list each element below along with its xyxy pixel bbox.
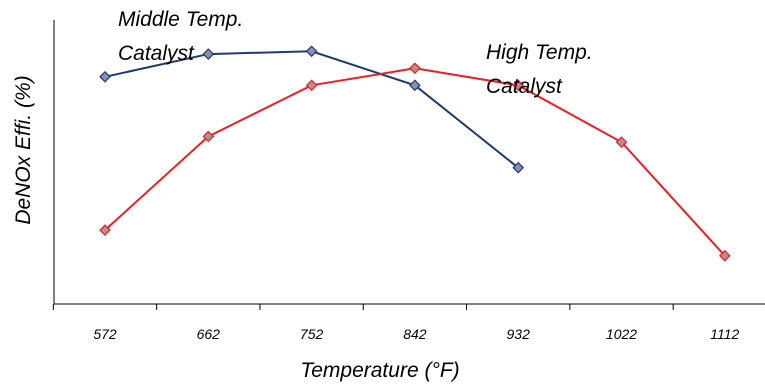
- x-ticks: [52, 304, 674, 310]
- series-line-1: [104, 67, 726, 257]
- series-label-high-line2: Catalyst: [486, 75, 563, 98]
- x-tick-label: 1022: [606, 326, 637, 342]
- data-point-marker: [512, 79, 525, 92]
- data-point-marker: [99, 70, 111, 83]
- series-label-middle-line2: Catalyst: [118, 42, 195, 65]
- axes: [53, 20, 765, 305]
- data-point-marker: [512, 161, 525, 174]
- series-label-middle-line1: Middle Temp.: [118, 8, 243, 31]
- x-tick-labels: 572 662 752 842 932 1022 1112: [93, 326, 739, 342]
- data-point-marker: [409, 62, 421, 75]
- x-tick-label: 662: [197, 326, 221, 342]
- data-point-marker: [202, 130, 215, 143]
- series-line-0: [104, 50, 519, 169]
- series-label-high-line1: High Temp.: [486, 41, 593, 64]
- y-axis-label: DeNOx Effi. (%): [12, 75, 35, 224]
- x-tick-label: 752: [300, 326, 324, 342]
- series-label-high: High Temp. Catalyst: [486, 41, 593, 98]
- x-tick-label: 932: [507, 326, 531, 342]
- data-point-marker: [202, 48, 215, 60]
- x-axis-label: Temperature (°F): [300, 359, 459, 382]
- data-point-marker: [99, 224, 111, 237]
- x-tick-label: 572: [93, 326, 117, 342]
- data-point-marker: [615, 136, 628, 148]
- x-tick-label: 1112: [710, 326, 739, 342]
- x-tick-label: 842: [403, 326, 427, 342]
- data-point-marker: [305, 79, 318, 92]
- data-point-marker: [305, 45, 318, 58]
- data-point-marker: [409, 79, 421, 92]
- series-label-middle: Middle Temp. Catalyst: [118, 8, 243, 65]
- series-markers: [99, 45, 731, 262]
- data-point-marker: [718, 249, 731, 262]
